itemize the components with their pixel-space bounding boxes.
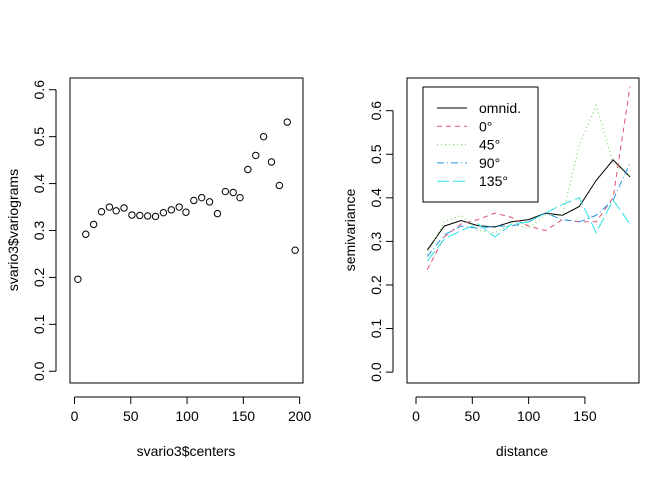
- series-line: [426, 197, 631, 262]
- scatter-point: [105, 203, 114, 211]
- right-x-tick-label: 150: [573, 408, 597, 424]
- scatter-point: [159, 208, 168, 217]
- left-x-tick-label: 100: [175, 408, 199, 424]
- scatter-point: [275, 181, 284, 190]
- series-line: [426, 104, 631, 255]
- right-x-tick-label: 100: [517, 408, 541, 424]
- legend-label: 135°: [479, 173, 508, 189]
- scatter-point: [143, 212, 152, 220]
- scatter-point: [229, 188, 237, 197]
- right-y-tick-label: 0.5: [368, 144, 384, 164]
- scatter-point: [128, 211, 136, 219]
- scatter-point: [74, 275, 82, 283]
- left-y-tick-label: 0.6: [31, 80, 47, 100]
- scatter-point: [136, 211, 144, 220]
- left-y-tick-label: 0.5: [31, 127, 47, 147]
- left-x-tick-label: 200: [288, 408, 312, 424]
- line-panel: distance semivariance 0 50 100 150 0.0 0.1 0.2…: [342, 77, 640, 459]
- scatter-point: [175, 203, 183, 211]
- series-line: [426, 86, 631, 270]
- scatter-point: [252, 151, 260, 160]
- scatter-point: [112, 207, 120, 215]
- scatter-point: [120, 204, 128, 212]
- scatter-point: [267, 158, 276, 166]
- left-y-tick-label: 0.1: [31, 314, 47, 334]
- scatter-point: [221, 187, 230, 196]
- left-x-tick-label: 50: [123, 408, 139, 424]
- legend-label: 0°: [479, 118, 492, 134]
- left-y-tick-label: 0.0: [31, 361, 47, 381]
- legend: omnid. 0° 45° 90° 135°: [422, 86, 539, 203]
- scatter-point: [283, 118, 291, 126]
- scatter-point: [291, 246, 299, 254]
- scatter-panel: svario3$centers svario3$variograms 0 50 10…: [5, 77, 312, 459]
- legend-label: 45°: [479, 137, 500, 153]
- left-plot-frame: [69, 77, 304, 384]
- scatter-point: [244, 165, 252, 174]
- left-x-axis-title: svario3$centers: [137, 443, 236, 459]
- right-plot-frame: [406, 77, 640, 384]
- series-line: [426, 159, 631, 251]
- scatter-point: [182, 208, 190, 216]
- left-x-tick-label: 0: [71, 408, 79, 424]
- legend-label: omnid.: [479, 100, 521, 116]
- scatter-point: [89, 220, 98, 229]
- right-x-tick-label: 0: [412, 408, 420, 424]
- scatter-point: [205, 198, 214, 206]
- left-y-tick-label: 0.4: [31, 174, 47, 194]
- right-y-tick-label: 0.4: [368, 188, 384, 208]
- scatter-point: [167, 206, 176, 214]
- left-y-tick-label: 0.2: [31, 267, 47, 287]
- right-y-axis-title: semivariance: [342, 189, 358, 272]
- legend-box: [422, 86, 539, 203]
- legend-label: 90°: [479, 155, 500, 171]
- right-x-tick-label: 50: [465, 408, 481, 424]
- right-y-tick-label: 0.1: [368, 319, 384, 339]
- left-y-axis-title: svario3$variograms: [5, 169, 21, 291]
- right-y-tick-label: 0.6: [368, 101, 384, 121]
- scatter-point: [259, 132, 268, 141]
- series-line: [426, 162, 631, 257]
- scatter-point: [190, 196, 198, 205]
- right-x-axis-title: distance: [496, 443, 548, 459]
- left-y-tick-label: 0.3: [31, 221, 47, 241]
- scatter-point: [97, 208, 106, 216]
- scatter-point: [213, 209, 222, 218]
- right-y-tick-label: 0.2: [368, 275, 384, 295]
- right-y-tick-label: 0.3: [368, 231, 384, 251]
- left-x-tick-label: 150: [232, 408, 256, 424]
- scatter-point: [151, 212, 160, 221]
- scatter-point: [82, 230, 90, 238]
- scatter-point: [197, 193, 206, 202]
- right-y-tick-label: 0.0: [368, 362, 384, 382]
- scatter-point: [236, 193, 244, 202]
